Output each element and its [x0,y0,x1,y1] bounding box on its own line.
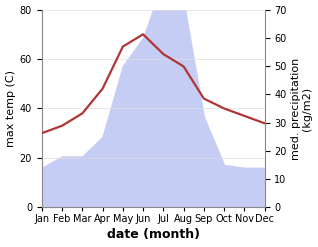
X-axis label: date (month): date (month) [107,228,200,242]
Y-axis label: med. precipitation
(kg/m2): med. precipitation (kg/m2) [291,57,313,160]
Y-axis label: max temp (C): max temp (C) [5,70,16,147]
